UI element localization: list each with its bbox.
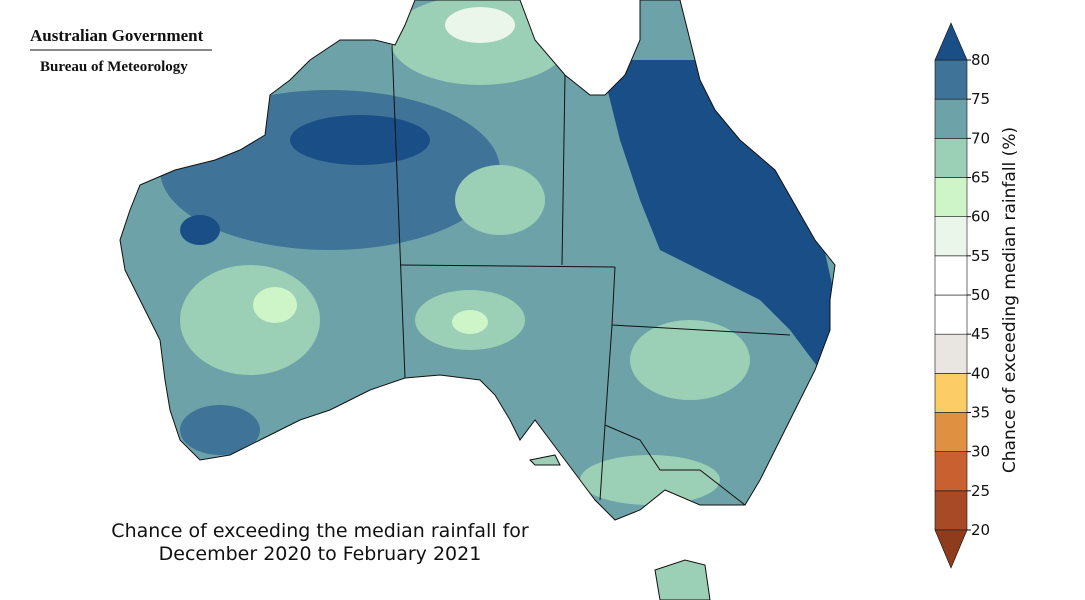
colorbar-tick-label: 40 [971,364,990,382]
colorbar-cell [934,255,968,296]
colorbar-cell [934,294,968,335]
colorbar-tick-label: 65 [971,169,990,187]
colorbar-cell [934,59,968,100]
colorbar-label: Chance of exceeding median rainfall (%) [1000,127,1020,473]
government-name: Australian Government [30,26,204,45]
colorbar-over [934,22,968,61]
colorbar-cell [934,333,968,374]
colorbar-tick-label: 75 [971,90,990,108]
caption-line: December 2020 to February 2021 [159,543,482,565]
colorbar-cell [934,138,968,178]
colorbar-tick-label: 70 [971,129,990,147]
colorbar-cell [934,490,968,531]
colorbar-cell [934,98,968,139]
colorbar-tick-label: 50 [971,286,990,304]
caption-line: Chance of exceeding the median rainfall … [111,520,529,542]
colorbar-tick-label: 25 [971,482,990,500]
colorbar-cell [934,177,968,217]
australia-map [119,0,836,600]
bureau-name: Bureau of Meteorology [40,59,188,75]
colorbar-tick-label: 20 [971,521,990,539]
colorbar-cell [934,216,968,257]
colorbar-tick-label: 30 [971,443,990,461]
colorbar-tick-label: 45 [971,325,990,343]
colorbar-tick-label: 60 [971,208,990,226]
colorbar-tick-label: 35 [971,404,990,422]
colorbar-tick-label: 55 [971,247,990,265]
colorbar-cell [934,451,968,492]
colorbar-cell [934,412,968,452]
colorbar-cell [934,373,968,413]
colorbar: 20 25 30 35 40 45 50 55 60 65 70 75 80 [934,22,990,569]
colorbar-tick-label: 80 [971,51,990,69]
colorbar-under [934,529,968,569]
